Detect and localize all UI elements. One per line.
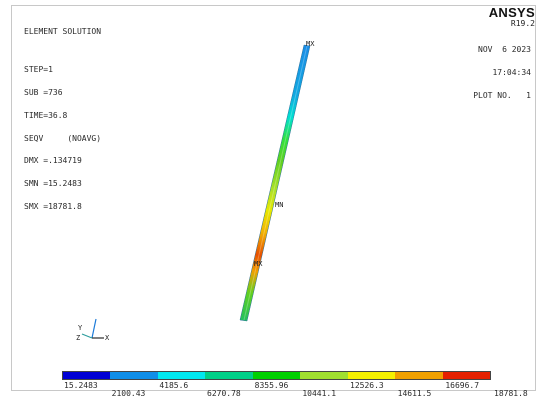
info-result: SEQV (NOAVG): [24, 133, 102, 143]
legend-swatch: [252, 372, 301, 379]
legend-swatch: [205, 372, 253, 379]
info-sub: SUB =736: [24, 87, 63, 97]
legend-label: 15.2483: [64, 381, 98, 390]
legend-swatch: [300, 372, 348, 379]
legend-swatch: [442, 372, 490, 379]
brand-name: ANSYS: [488, 5, 535, 20]
triad-y: Y: [78, 324, 83, 332]
beam-edge: [243, 45, 308, 321]
triad-z: Z: [76, 334, 80, 342]
label-mn: MN: [275, 201, 283, 209]
plot-date: NOV 6 2023: [478, 45, 531, 55]
legend-swatch: [110, 372, 158, 379]
legend-swatch: [63, 372, 111, 379]
plot-time: 17:04:34: [492, 67, 531, 77]
label-mx-mid: MX: [254, 260, 263, 268]
plot-meta: NOV 6 2023 17:04:34 PLOT NO. 1: [473, 31, 531, 115]
triad-x: X: [105, 334, 110, 342]
legend-swatch: [157, 372, 206, 379]
legend-swatch: [395, 372, 443, 379]
axis-triad: Y Z X: [76, 318, 110, 342]
info-smn: SMN =15.2483: [24, 179, 82, 189]
legend-swatch: [347, 372, 396, 379]
info-time: TIME=36.8: [24, 110, 68, 120]
legend-label: 2100.43: [111, 389, 146, 398]
info-dmx: DMX =.134719: [24, 156, 82, 166]
beam-element[interactable]: [239, 44, 311, 322]
brand-version: R19.2: [510, 19, 535, 28]
label-mx-top: MX: [306, 40, 315, 48]
legend-label: 8355.96: [254, 381, 289, 390]
info-smx: SMX =18781.8: [24, 201, 82, 211]
info-step: STEP=1: [24, 65, 53, 75]
ansys-logo: ANSYS R19.2: [489, 5, 535, 28]
legend-label: 6270.78: [207, 389, 241, 398]
legend-label: 16696.7: [445, 381, 480, 390]
legend-label: 18781.8: [494, 389, 528, 398]
contour-legend-bar: [62, 371, 491, 380]
plot-number: PLOT NO. 1: [473, 90, 531, 100]
info-title: ELEMENT SOLUTION: [24, 27, 102, 37]
legend-label: 14611.5: [397, 389, 432, 398]
viewport-frame: [11, 5, 536, 391]
legend-label: 12526.3: [350, 381, 384, 390]
legend-label: 10441.1: [302, 389, 337, 398]
solution-info: ELEMENT SOLUTION STEP=1 SUB =736 TIME=36…: [24, 13, 101, 226]
legend-label: 4185.6: [159, 381, 189, 390]
